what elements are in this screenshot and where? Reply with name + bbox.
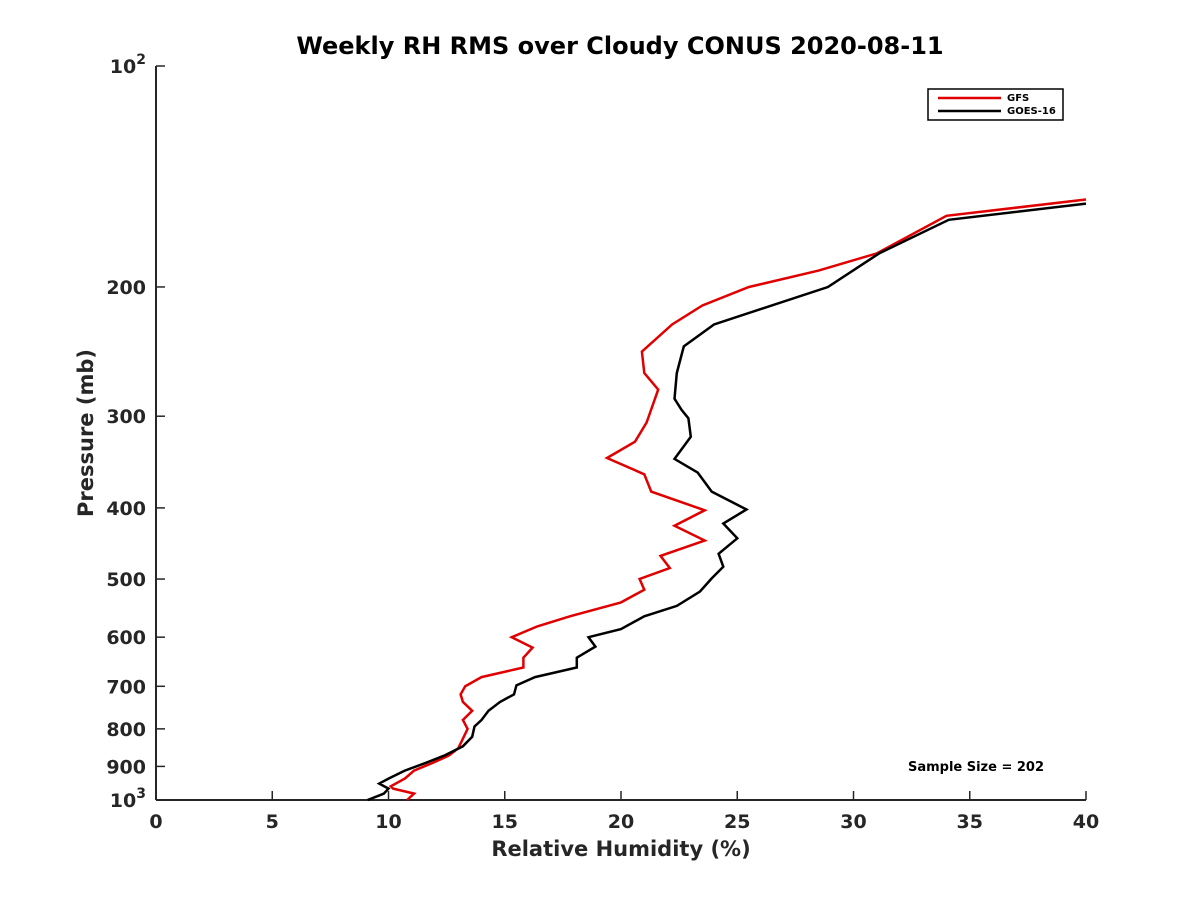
y-tick-label-base: 400: [106, 498, 146, 520]
y-tick-label-base: 500: [106, 569, 146, 591]
y-tick-label-exponent: 2: [136, 52, 146, 68]
y-tick-label: 900: [106, 756, 146, 778]
y-tick-label-exponent: 3: [136, 786, 146, 802]
legend-label-gfs: GFS: [1007, 93, 1029, 104]
axes: [155, 66, 1086, 801]
y-tick-label-base: 600: [106, 627, 146, 649]
x-tick-label: 40: [1073, 811, 1099, 833]
y-tick-label-base: 200: [106, 277, 146, 299]
y-tick-label: 400: [106, 498, 146, 520]
series-line-goes16: [367, 202, 1087, 802]
x-ticks: 0 5 10 15 20 25 30 35 40: [149, 791, 1099, 833]
x-tick-label: 35: [957, 811, 983, 833]
y-tick-label: 600: [106, 627, 146, 649]
y-tick-label-base: 900: [106, 756, 146, 778]
x-tick-label: 5: [266, 811, 279, 833]
x-tick-label: 25: [724, 811, 750, 833]
y-tick-label: 300: [106, 406, 146, 428]
y-tick-label-base: 10: [110, 790, 136, 812]
y-tick-label: 200: [106, 277, 146, 299]
y-tick-label: 500: [106, 569, 146, 591]
y-tick-label: 800: [106, 719, 146, 741]
series-line-gfs: [388, 198, 1087, 801]
y-tick-label: 102: [110, 52, 146, 78]
y-axis-label: Pressure (mb): [74, 349, 98, 517]
y-tick-label-base: 800: [106, 719, 146, 741]
y-tick-label-base: 300: [106, 406, 146, 428]
y-tick-label: 700: [106, 676, 146, 698]
chart-title: Weekly RH RMS over Cloudy CONUS 2020-08-…: [296, 32, 943, 60]
x-tick-label: 0: [149, 811, 162, 833]
y-tick-label-base: 10: [110, 56, 136, 78]
x-tick-label: 10: [375, 811, 401, 833]
series-lines: [367, 198, 1087, 802]
y-tick-label-base: 700: [106, 676, 146, 698]
x-tick-label: 15: [492, 811, 518, 833]
legend: GFS GOES-16: [927, 88, 1064, 121]
y-tick-label: 103: [110, 786, 146, 812]
legend-box: [927, 88, 1064, 121]
x-axis-label: Relative Humidity (%): [491, 837, 750, 861]
x-tick-label: 30: [840, 811, 866, 833]
sample-size-annotation: Sample Size = 202: [908, 760, 1044, 775]
legend-label-goes16: GOES-16: [1007, 106, 1056, 117]
x-tick-label: 20: [608, 811, 634, 833]
